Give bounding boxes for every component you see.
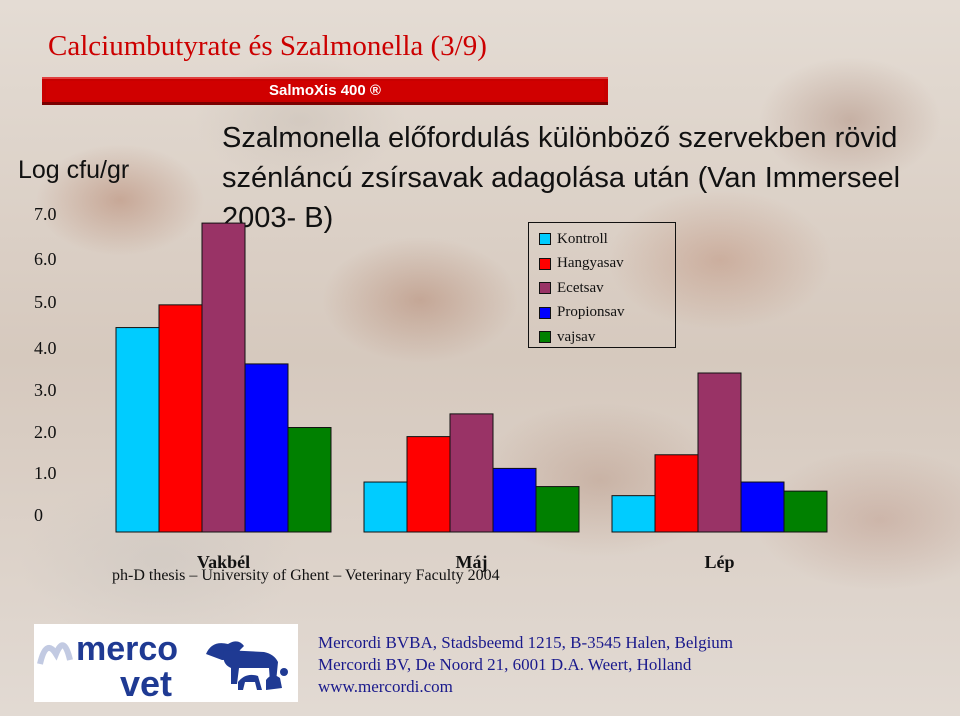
bar-vajsav-2	[783, 490, 828, 533]
legend-swatch	[539, 233, 551, 245]
y-tick-label: 3.0	[34, 380, 57, 400]
mercovet-logo: merco vet	[34, 624, 298, 704]
source-note: ph-D thesis – University of Ghent – Vete…	[112, 567, 500, 584]
bar-propionsav-1	[492, 467, 537, 533]
bar-ecetsav-0	[201, 222, 246, 533]
company-line-belgium: Mercordi BVBA, Stadsbeemd 1215, B-3545 H…	[318, 633, 734, 652]
slide-title: Calciumbutyrate és Szalmonella (3/9)	[48, 30, 487, 62]
bar-vajsav-0	[287, 427, 332, 533]
legend-swatch	[539, 257, 551, 270]
y-tick-label: 5.0	[34, 292, 57, 312]
legend-item: Hangyasav	[539, 253, 624, 275]
y-tick-label: 6.0	[34, 249, 57, 269]
category-label: Vakbél	[197, 552, 250, 572]
bar-hangyasav-0	[158, 304, 203, 533]
bar-hangyasav-2	[654, 454, 699, 533]
product-banner: SalmoXis 400 ®	[42, 77, 608, 105]
category-label: Lép	[704, 552, 734, 572]
category-label: Máj	[456, 552, 488, 572]
legend-label: Ecetsav	[557, 279, 604, 296]
y-tick-label: 1.0	[34, 463, 57, 483]
bar-kontroll-1	[363, 481, 408, 533]
bar-propionsav-0	[244, 363, 289, 533]
y-tick-label: 0	[34, 505, 43, 525]
y-tick-label: 7.0	[34, 204, 57, 224]
legend-item: Propionsav	[539, 302, 625, 324]
company-website[interactable]: www.mercordi.com	[318, 677, 453, 696]
legend-label: Hangyasav	[557, 255, 624, 271]
legend-label: Propionsav	[557, 304, 625, 320]
bar-ecetsav-1	[449, 413, 494, 533]
bar-propionsav-2	[740, 481, 785, 533]
legend-swatch	[539, 282, 551, 294]
y-axis-label: Log cfu/gr	[18, 156, 130, 184]
legend-item: Kontroll	[539, 228, 608, 250]
legend-item: vajsav	[539, 326, 595, 348]
chart-title: Szalmonella előfordulás különböző szerve…	[222, 122, 901, 234]
bar-ecetsav-2	[697, 372, 742, 533]
y-tick-label: 4.0	[34, 338, 57, 358]
company-info: Mercordi BVBA, Stadsbeemd 1215, B-3545 H…	[318, 632, 733, 698]
logo-merco-text: merco	[76, 630, 178, 668]
chart-legend: Kontroll Hangyasav Ecetsav Propionsav vajsav	[528, 222, 676, 348]
legend-swatch	[539, 306, 551, 319]
legend-label: vajsav	[557, 328, 596, 345]
y-tick-label: 2.0	[34, 422, 57, 442]
logo-vet-text: vet	[120, 663, 172, 702]
legend-item: Ecetsav	[539, 277, 604, 299]
bar-kontroll-2	[611, 495, 656, 533]
bar-vajsav-1	[535, 486, 580, 533]
company-line-holland: Mercordi BV, De Noord 21, 6001 D.A. Weer…	[318, 655, 692, 674]
bar-kontroll-0	[115, 327, 160, 533]
legend-label: Kontroll	[557, 230, 608, 247]
bar-hangyasav-1	[406, 436, 451, 533]
product-banner-label: SalmoXis 400 ®	[269, 82, 381, 99]
animals-icon	[206, 641, 288, 690]
legend-swatch	[539, 331, 551, 343]
